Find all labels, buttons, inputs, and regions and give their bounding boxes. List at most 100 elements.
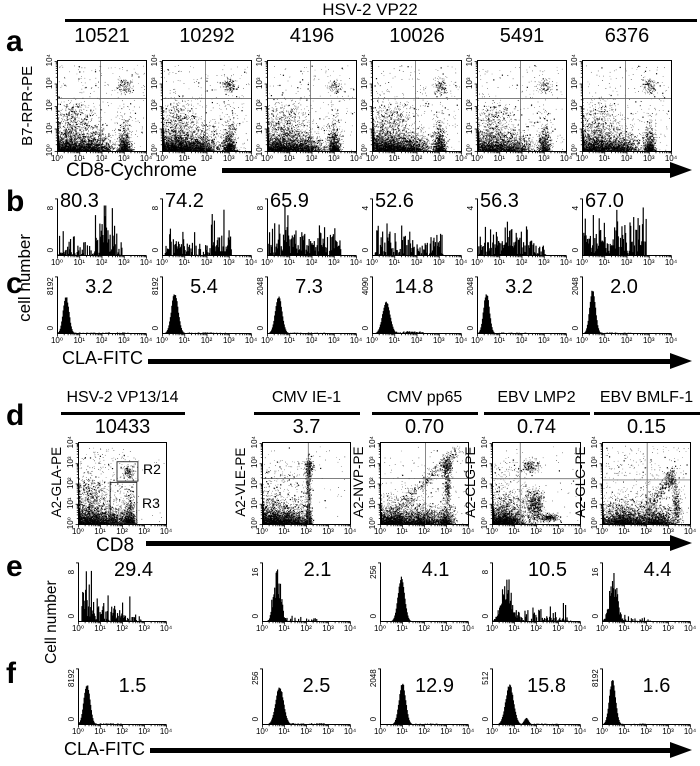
y-axis-tick-label: 10² bbox=[367, 476, 377, 489]
y-axis-max-label: 8 bbox=[45, 205, 55, 211]
y-axis-zero-label: 0 bbox=[66, 716, 76, 722]
histogram-c3 bbox=[263, 276, 361, 339]
x-axis-tick-label: 10³ bbox=[552, 527, 564, 536]
x-axis-tick-label: 10² bbox=[530, 727, 542, 736]
x-axis-tick-label: 10⁴ bbox=[461, 727, 475, 736]
x-axis-tick-label: 10⁴ bbox=[664, 154, 678, 163]
y-axis-max-label: 256 bbox=[250, 671, 260, 685]
histogram-b1 bbox=[53, 198, 151, 261]
cell-count-a3: 4196 bbox=[289, 25, 335, 47]
x-axis-tick-label: 10² bbox=[620, 154, 633, 163]
y-axis-max-label: 8 bbox=[480, 569, 490, 575]
y-axis-tick-label: 10³ bbox=[589, 456, 599, 469]
x-axis-tick-label: 10¹ bbox=[396, 727, 408, 736]
dot-plot-d5 bbox=[598, 442, 695, 530]
x-axis-tick-label: 10² bbox=[200, 154, 213, 163]
histogram-f4 bbox=[488, 668, 585, 730]
percentage-value: 52.6 bbox=[375, 190, 414, 212]
x-axis-tick-label: 10¹ bbox=[73, 258, 86, 267]
x-axis-arrowhead-row-a bbox=[670, 162, 692, 178]
x-axis-tick-label: 10³ bbox=[642, 336, 655, 345]
y-axis-max-label: 4 bbox=[465, 205, 475, 211]
y-axis-tick-label: 10³ bbox=[479, 456, 489, 469]
group-value-d3: 0.70 bbox=[405, 416, 444, 438]
x-axis-tick-label: 10³ bbox=[138, 527, 150, 536]
dot-plot-d4 bbox=[488, 442, 585, 530]
histogram-f5 bbox=[598, 668, 695, 730]
y-axis-tick-label: 10⁴ bbox=[149, 54, 159, 67]
x-axis-tick-label: 10³ bbox=[537, 258, 550, 267]
y-axis-tick-label: 10² bbox=[65, 476, 75, 489]
y-axis-zero-label: 0 bbox=[570, 325, 580, 331]
y-axis-tick-label: 10⁰ bbox=[569, 144, 579, 157]
x-axis-tick-label: 10³ bbox=[662, 624, 674, 633]
x-axis-tick-label: 10³ bbox=[327, 336, 340, 345]
x-axis-tick-label: 10⁴ bbox=[139, 258, 153, 267]
x-axis-tick-label: 10² bbox=[300, 527, 312, 536]
y-axis-max-label: 8 bbox=[66, 569, 76, 575]
y-axis-tick-label: 10³ bbox=[249, 456, 259, 469]
y-axis-zero-label: 0 bbox=[255, 325, 265, 331]
percentage-value: 14.8 bbox=[394, 276, 434, 298]
y-axis-tick-label: 10² bbox=[359, 99, 369, 111]
y-axis-tick-label: 10³ bbox=[254, 76, 264, 89]
x-axis-tick-label: 10² bbox=[640, 727, 652, 736]
x-axis-arrowhead-row-d bbox=[670, 535, 692, 551]
x-axis-tick-label: 10² bbox=[410, 258, 423, 267]
percentage-value: 7.3 bbox=[295, 276, 323, 298]
x-axis-tick-label: 10⁴ bbox=[683, 624, 697, 633]
x-axis-tick-label: 10⁰ bbox=[373, 727, 387, 736]
group-value-d4: 0.74 bbox=[517, 416, 556, 438]
y-axis-tick-label: 10² bbox=[464, 99, 474, 111]
dot-plot-d1 bbox=[74, 442, 171, 530]
x-axis-label-row-c: CLA-FITC bbox=[62, 348, 143, 368]
x-axis-tick-label: 10⁰ bbox=[470, 336, 484, 345]
histogram-c1 bbox=[53, 276, 151, 339]
y-axis-tick-label: 10⁴ bbox=[464, 54, 474, 67]
y-axis-tick-label: 10² bbox=[479, 476, 489, 489]
y-axis-zero-label: 0 bbox=[45, 325, 55, 331]
cell-count-a5: 5491 bbox=[499, 25, 545, 47]
x-axis-arrow-line-row-a bbox=[222, 168, 672, 173]
y-axis-max-label: 2048 bbox=[465, 277, 475, 296]
x-axis-tick-label: 10⁰ bbox=[575, 258, 589, 267]
percentage-value: 3.2 bbox=[505, 276, 533, 298]
group-title-d3: CMV pp65 bbox=[386, 389, 463, 406]
x-axis-tick-label: 10⁴ bbox=[559, 154, 573, 163]
x-axis-tick-label: 10⁰ bbox=[373, 527, 387, 536]
x-axis-tick-label: 10⁴ bbox=[244, 258, 258, 267]
dot-plot-a5 bbox=[473, 60, 571, 157]
percentage-value: 12.9 bbox=[415, 675, 454, 697]
x-axis-arrow-line-row-f bbox=[150, 748, 672, 753]
group-value-d5: 0.15 bbox=[627, 416, 666, 438]
x-axis-tick-label: 10⁴ bbox=[244, 154, 258, 163]
percentage-value: 2.0 bbox=[610, 276, 638, 298]
y-axis-tick-label: 10³ bbox=[359, 76, 369, 89]
x-axis-tick-label: 10⁰ bbox=[155, 154, 169, 163]
y-axis-max-label: 256 bbox=[368, 565, 378, 579]
x-axis-tick-label: 10¹ bbox=[283, 258, 296, 267]
group-title-d5: EBV BMLF-1 bbox=[599, 389, 694, 406]
x-axis-tick-label: 10² bbox=[305, 336, 318, 345]
x-axis-tick-label: 10⁰ bbox=[50, 154, 64, 163]
x-axis-tick-label: 10⁰ bbox=[485, 527, 499, 536]
histogram-b5 bbox=[473, 198, 571, 261]
y-axis-tick-label: 10¹ bbox=[589, 497, 599, 509]
y-axis-tick-label: 10⁰ bbox=[479, 517, 489, 530]
y-axis-max-label: 8 bbox=[150, 205, 160, 211]
x-axis-tick-label: 10³ bbox=[322, 727, 334, 736]
x-axis-tick-label: 10⁴ bbox=[343, 727, 357, 736]
x-axis-tick-label: 10¹ bbox=[618, 727, 630, 736]
y-axis-tick-label: 10⁰ bbox=[359, 144, 369, 157]
y-axis-max-label: 16 bbox=[590, 567, 600, 577]
histogram-f3 bbox=[376, 668, 473, 730]
x-axis-tick-label: 10¹ bbox=[618, 624, 630, 633]
x-axis-tick-label: 10³ bbox=[222, 258, 235, 267]
x-axis-tick-label: 10³ bbox=[327, 154, 340, 163]
x-axis-tick-label: 10⁴ bbox=[159, 527, 173, 536]
x-axis-tick-label: 10⁰ bbox=[255, 727, 269, 736]
y-axis-tick-label: 10⁰ bbox=[249, 517, 259, 530]
x-axis-tick-label: 10² bbox=[410, 336, 423, 345]
y-axis-zero-label: 0 bbox=[66, 613, 76, 619]
x-axis-tick-label: 10³ bbox=[138, 727, 150, 736]
